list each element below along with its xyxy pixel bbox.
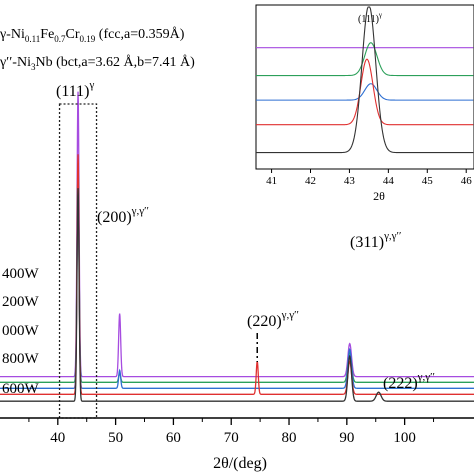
x-tick-label: 90 [339, 430, 354, 446]
annotation-peak-220: (220)γ,γ′′ [247, 309, 299, 330]
x-tick-label: 100 [393, 430, 416, 446]
x-tick-label: 70 [224, 430, 239, 446]
inset-series-line-200w [256, 42, 474, 77]
x-tick-label: 40 [50, 430, 65, 446]
inset-x-tick-label: 41 [266, 175, 277, 187]
annotation-peak-111: (111)γ [56, 79, 94, 100]
annotation-peak-222: (222)γ,γ′′ [383, 371, 435, 392]
series-line-000w [0, 163, 474, 389]
inset-x-tick-label: 42 [305, 175, 316, 187]
inset-plot: 41 42 43 44 45 46 [255, 4, 474, 187]
series-line-800w [0, 154, 474, 395]
x-tick-label: 80 [282, 430, 297, 446]
inset-series-line-800w [256, 58, 474, 126]
inset-x-axis-label: 2θ [373, 189, 385, 203]
x-axis-label: 2θ/(deg) [213, 455, 267, 472]
highlight-box-111 [58, 103, 98, 419]
annotation-peak-311: (311)γ,γ′′ [350, 230, 401, 251]
inset-x-tick-label: 44 [383, 175, 395, 187]
legend-entry-gamma-dprime: γ′′-Ni3Nb (bct,a=3.62 Å,b=7.41 Å) [0, 54, 195, 72]
series-label-800w: 800W [2, 351, 40, 367]
inset-annotation-peak-111: (111)γ [358, 11, 382, 25]
text-layer: γ-Ni0.11Fe0.7Cr0.19 (fcc,a=0.359Å) γ′′-N… [0, 11, 435, 472]
legend-entry-gamma: γ-Ni0.11Fe0.7Cr0.19 (fcc,a=0.359Å) [0, 26, 185, 44]
inset-series-line-600w [256, 6, 474, 154]
series-line-200w [0, 163, 474, 383]
main-plot: 40 50 60 70 80 90 100 [0, 91, 474, 446]
x-tick-label: 50 [108, 430, 123, 446]
annotation-peak-200: (200)γ,γ′′ [97, 205, 149, 226]
series-label-600w: 600W [2, 381, 40, 397]
inset-x-tick-label: 43 [344, 175, 356, 187]
x-tick-label: 60 [166, 430, 181, 446]
inset-x-tick-label: 45 [422, 175, 434, 187]
inset-series-line-000w [256, 83, 474, 101]
series-label-000w: 000W [2, 323, 40, 339]
series-label-200w: 200W [2, 294, 40, 310]
series-label-400w: 400W [2, 266, 40, 282]
series-line-600w [0, 188, 474, 402]
inset-x-tick-label: 46 [461, 175, 473, 187]
